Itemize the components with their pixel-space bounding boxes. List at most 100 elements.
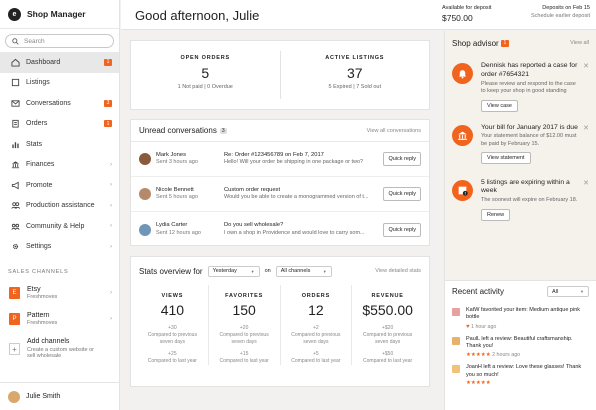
activity-item[interactable]: JoanH left a review: Love these glasses!… bbox=[445, 359, 596, 387]
view-case-button[interactable]: View case bbox=[481, 99, 518, 112]
chevron-right-icon: › bbox=[110, 161, 112, 168]
conversation-row[interactable]: Mark Jones Sent 3 hours ago Re: Order #12… bbox=[131, 142, 429, 177]
chevron-right-icon: › bbox=[110, 182, 112, 189]
gear-icon bbox=[11, 242, 20, 251]
view-all-conversations-link[interactable]: View all conversations bbox=[366, 127, 421, 134]
view-detailed-stats-link[interactable]: View detailed stats bbox=[375, 268, 421, 274]
message-preview: I own a shop in Providence and would lov… bbox=[224, 229, 365, 236]
close-icon[interactable]: ✕ bbox=[583, 179, 589, 187]
star-rating: ★★★★★ bbox=[466, 351, 491, 358]
add-channels-button[interactable]: + Add channels Create a custom website or… bbox=[0, 336, 119, 362]
active-listings-title: ACTIVE LISTINGS bbox=[325, 55, 385, 61]
chevron-down-icon: ▼ bbox=[322, 268, 327, 274]
etsy-logo: e bbox=[8, 7, 21, 21]
stats-grid: VIEWS 410 +30 Compared to previous seven… bbox=[131, 285, 429, 365]
quick-reply-button[interactable]: Quick reply bbox=[383, 187, 421, 201]
channel-pattern[interactable]: P Pattern Freshmoves › bbox=[0, 308, 119, 330]
notification-badge: 3 bbox=[104, 99, 112, 107]
channel-etsy[interactable]: E Etsy Freshmoves › bbox=[0, 282, 119, 304]
deposit-label: Deposits on Feb 15 bbox=[542, 5, 590, 11]
advisor-item-body: Please review and respond to the case to… bbox=[481, 80, 576, 95]
open-orders[interactable]: OPEN ORDERS 5 1 Not paid | 0 Overdue bbox=[131, 41, 280, 109]
item-thumbnail bbox=[452, 365, 460, 374]
advisor-item-body: The soonest will expire on February 18. bbox=[481, 197, 578, 204]
sidebar-item-settings[interactable]: Settings › bbox=[0, 237, 119, 258]
stat-compare: Compared to previous bbox=[219, 331, 269, 338]
sales-channels-header: SALES CHANNELS bbox=[8, 269, 69, 275]
view-all-advisor-link[interactable]: View all bbox=[570, 40, 589, 46]
conversation-row[interactable]: Lydia Carter Sent 12 hours ago Do you sel… bbox=[131, 212, 429, 247]
add-channels-title: Add channels bbox=[27, 338, 70, 346]
shop-advisor-header: Shop advisor 1 View all bbox=[445, 31, 596, 55]
channel-sub: Freshmoves bbox=[27, 319, 58, 326]
avatar bbox=[139, 188, 151, 200]
open-orders-value: 5 bbox=[201, 65, 210, 81]
user-menu[interactable]: Julie Smith bbox=[0, 382, 120, 410]
schedule-deposit-link[interactable]: Schedule earlier deposit bbox=[530, 13, 590, 19]
close-icon[interactable]: ✕ bbox=[583, 63, 589, 70]
activity-text: KatW favorited your item: Medium antique… bbox=[466, 307, 581, 321]
plus-icon: + bbox=[9, 343, 20, 355]
stat-title: VIEWS bbox=[161, 293, 184, 299]
open-orders-sub: 1 Not paid | 0 Overdue bbox=[177, 84, 233, 90]
conversation-row[interactable]: Nicole Bennett Sent 5 hours ago Custom or… bbox=[131, 177, 429, 212]
chevron-right-icon: › bbox=[110, 316, 112, 322]
unread-header: Unread conversations 3 View all conversat… bbox=[131, 120, 429, 142]
sidebar-item-promote[interactable]: Promote › bbox=[0, 175, 119, 196]
sidebar: e Shop Manager Search Dashboard 1 Listin… bbox=[0, 0, 120, 410]
channel-name: Etsy bbox=[27, 285, 41, 293]
active-listings[interactable]: ACTIVE LISTINGS 37 5 Expired | 7 Sold ou… bbox=[281, 41, 430, 109]
sidebar-item-label: Orders bbox=[26, 120, 48, 128]
sender-name: Mark Jones bbox=[156, 151, 186, 158]
stat-delta-year: +25 bbox=[168, 351, 177, 358]
sidebar-item-finances[interactable]: Finances › bbox=[0, 155, 119, 176]
sidebar-item-dashboard[interactable]: Dashboard 1 bbox=[0, 52, 119, 73]
stat-delta-year: +$50 bbox=[381, 351, 394, 358]
open-orders-title: OPEN ORDERS bbox=[180, 55, 230, 61]
activity-item[interactable]: KatW favorited your item: Medium antique… bbox=[445, 302, 596, 331]
sidebar-item-orders[interactable]: Orders 1 bbox=[0, 114, 119, 135]
people-icon bbox=[11, 201, 20, 210]
advisor-item: ✕ Dennisk has reported a case for order … bbox=[445, 55, 596, 117]
available-label: Available for deposit bbox=[442, 5, 492, 11]
activity-time: 2 hours ago bbox=[492, 351, 521, 358]
active-listings-sub: 5 Expired | 7 Sold out bbox=[328, 84, 382, 90]
stat-delta: +$20 bbox=[381, 325, 394, 331]
sidebar-item-conversations[interactable]: Conversations 3 bbox=[0, 93, 119, 114]
app-title: Shop Manager bbox=[27, 9, 86, 19]
activity-item[interactable]: PaulL left a review: Beautiful craftsman… bbox=[445, 331, 596, 359]
right-panel: Shop advisor 1 View all ✕ Dennisk has re… bbox=[444, 31, 596, 410]
period-select[interactable]: Yesterday ▼ bbox=[207, 265, 260, 277]
available-value: $750.00 bbox=[442, 13, 473, 23]
unread-conversations-card: Unread conversations 3 View all conversat… bbox=[130, 119, 430, 246]
recent-activity-header: Recent activity All ▼ bbox=[445, 280, 596, 302]
listings-icon bbox=[11, 78, 20, 87]
activity-filter-select[interactable]: All ▼ bbox=[547, 286, 589, 297]
sidebar-item-stats[interactable]: Stats bbox=[0, 134, 119, 155]
sidebar-item-production-assistance[interactable]: Production assistance › bbox=[0, 196, 119, 217]
avatar bbox=[139, 223, 151, 236]
quick-reply-button[interactable]: Quick reply bbox=[383, 152, 421, 166]
stat-compare: Compared to previous bbox=[363, 331, 413, 338]
notification-badge: 1 bbox=[104, 120, 112, 128]
sidebar-item-label: Finances bbox=[26, 161, 55, 169]
channel-select[interactable]: All channels ▼ bbox=[275, 265, 332, 277]
quick-reply-button[interactable]: Quick reply bbox=[383, 222, 421, 237]
add-channels-sub2: sell wholesale bbox=[27, 353, 62, 360]
chevron-right-icon: › bbox=[110, 223, 112, 230]
sidebar-item-listings[interactable]: Listings bbox=[0, 73, 119, 94]
view-statement-button[interactable]: View statement bbox=[481, 152, 531, 165]
stat-title: FAVORITES bbox=[225, 293, 264, 299]
stat-value: 410 bbox=[160, 302, 185, 318]
stats-header: Stats overview for Yesterday ▼ on All cha… bbox=[131, 257, 429, 285]
close-icon[interactable]: ✕ bbox=[583, 124, 589, 132]
search-input[interactable]: Search bbox=[5, 34, 114, 48]
advisor-item: ✕ Your bill for January 2017 is due Your… bbox=[445, 117, 596, 172]
sidebar-item-community-help[interactable]: Community & Help › bbox=[0, 216, 119, 237]
renew-button[interactable]: Renew bbox=[481, 208, 511, 221]
deposit-info: Deposits on Feb 15 Schedule earlier depo… bbox=[531, 5, 590, 19]
unread-title: Unread conversations bbox=[139, 126, 217, 135]
sender-name: Nicole Bennett bbox=[156, 186, 194, 193]
on-label: on bbox=[264, 268, 271, 274]
stat-compare-period: seven days bbox=[374, 338, 401, 345]
